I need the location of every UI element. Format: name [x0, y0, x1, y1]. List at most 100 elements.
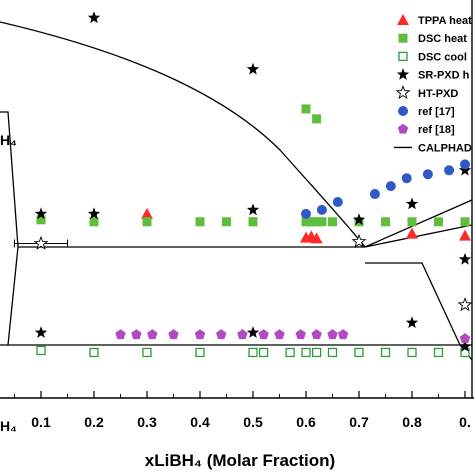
sr-pxd-h-point	[458, 340, 472, 352]
sr-pxd-h-point	[405, 316, 419, 328]
dsc-cool-point	[354, 347, 364, 358]
x-tick-label: 0.6	[296, 414, 316, 430]
ref-18-point	[274, 329, 285, 340]
legend-tppa-heat-swatch	[397, 14, 409, 25]
legend-ref-17-swatch	[398, 106, 408, 116]
ref-18-point	[194, 329, 206, 340]
dsc-cool-point	[407, 347, 417, 358]
dsc-heat-point	[328, 217, 337, 227]
dsc-heat-point	[248, 217, 258, 227]
dsc-cool-point	[248, 347, 258, 358]
legend-dsc-heat-label: DSC heat	[418, 33, 467, 45]
ref-18-point	[147, 329, 158, 340]
x-axis-title: xLiBH₄ (Molar Fraction)	[145, 451, 335, 470]
x-tick-label: 0.8	[402, 414, 422, 430]
sr-pxd-h-point	[34, 326, 48, 338]
x-ticks: 0.1 0.2 0.3 0.4 0.5 0.6 0.7 0.8 0.	[14, 391, 471, 430]
ref-17-point	[385, 181, 396, 192]
right-liquidus-lower	[364, 224, 473, 248]
sr-pxd-h-point	[458, 163, 472, 176]
dsc-heat-point	[306, 217, 316, 227]
left-boundary-upper	[0, 111, 19, 248]
legend-ht-pxd-label: HT-PXD	[418, 88, 458, 100]
x-tick-label: 0.	[459, 414, 471, 430]
legend-ref-18-label: ref [18]	[418, 124, 455, 136]
x-tick-label: 0.5	[243, 414, 263, 430]
dsc-cool-point	[433, 347, 444, 358]
ref-17-point	[369, 189, 380, 200]
right-liquidus-upper	[364, 199, 473, 248]
tppa-heat-point	[141, 207, 153, 219]
dsc-cool-point	[380, 347, 391, 358]
dsc-heat-point	[89, 217, 99, 227]
dsc-heat-point	[301, 104, 311, 114]
ref-17-point	[422, 169, 433, 180]
dsc-heat-point	[36, 215, 46, 225]
sr-pxd-h-point	[246, 203, 260, 216]
ht-pxd-point	[33, 235, 49, 250]
dsc-cool-point	[89, 347, 99, 358]
legend-dsc-heat-swatch	[398, 33, 408, 43]
x-tick-label: 0.4	[190, 414, 210, 430]
ref-18-point	[327, 329, 338, 340]
left-label-fragment: H₄	[0, 132, 17, 148]
sr-pxd-h-point	[405, 197, 419, 210]
ref-18-point	[258, 329, 269, 340]
axes-frame	[0, 0, 474, 399]
dsc-heat-point	[434, 217, 443, 227]
ref-17-point	[301, 208, 311, 219]
dsc-cool-point	[301, 347, 311, 358]
sr-pxd-h-point	[246, 62, 260, 75]
dsc-heat-point	[460, 217, 470, 227]
ht-pxd-point	[351, 233, 367, 248]
dsc-cool-point	[142, 347, 152, 358]
dsc-heat-point	[142, 217, 152, 227]
solvus-line	[365, 262, 461, 346]
sr-pxd-h-point	[352, 213, 366, 226]
ref-17-point	[316, 204, 327, 215]
liquidus-curve	[0, 21, 366, 248]
dsc-heat-point	[312, 114, 322, 124]
legend-dsc-cool-label: DSC cool	[418, 51, 467, 63]
legend-dsc-cool-swatch	[398, 51, 408, 62]
dsc-cool-point	[36, 345, 46, 356]
ref-18-point	[216, 329, 227, 340]
x-tick-label: 0.1	[31, 414, 51, 430]
ref-18-point	[115, 329, 126, 340]
ref-18-point	[295, 329, 306, 340]
data-markers	[33, 11, 473, 358]
dsc-cool-point	[327, 347, 338, 358]
dsc-cool-point	[311, 347, 322, 358]
ref-18-point	[237, 329, 248, 340]
legend-sr-pxd-h-swatch	[396, 68, 410, 80]
ref-17-point	[401, 173, 412, 184]
sr-pxd-h-point	[246, 326, 260, 338]
x-tick-label: 0.3	[137, 414, 157, 430]
sr-pxd-h-point	[87, 207, 101, 220]
bottom-left-fragment: H₄	[0, 418, 17, 434]
sr-pxd-h-point	[458, 252, 472, 265]
sr-pxd-h-point	[87, 11, 101, 24]
ref-18-point	[459, 333, 471, 343]
dsc-heat-point	[381, 217, 390, 227]
legend-ref-17-label: ref [17]	[418, 106, 455, 118]
ref-17-point	[460, 159, 470, 170]
dsc-heat-point	[301, 217, 311, 227]
legend-ht-pxd-swatch	[395, 85, 411, 100]
legend-ref-18-swatch	[397, 123, 409, 134]
x-tick-label: 0.2	[84, 414, 104, 430]
tppa-heat-point	[406, 227, 418, 239]
dsc-cool-point	[258, 347, 269, 358]
calphad-lines	[0, 21, 473, 361]
dsc-heat-point	[317, 217, 327, 227]
legend-sr-pxd-h-label: SR-PXD h	[418, 70, 470, 82]
dsc-cool-point	[195, 347, 205, 358]
legend-tppa-heat-label: TPPA heat	[418, 15, 472, 27]
x-tick-label: 0.7	[349, 414, 369, 430]
dsc-heat-point	[312, 217, 322, 227]
legend-calphad-label: CALPHAD	[418, 142, 472, 154]
ref-17-point	[332, 196, 343, 207]
tppa-heat-point	[310, 232, 323, 244]
